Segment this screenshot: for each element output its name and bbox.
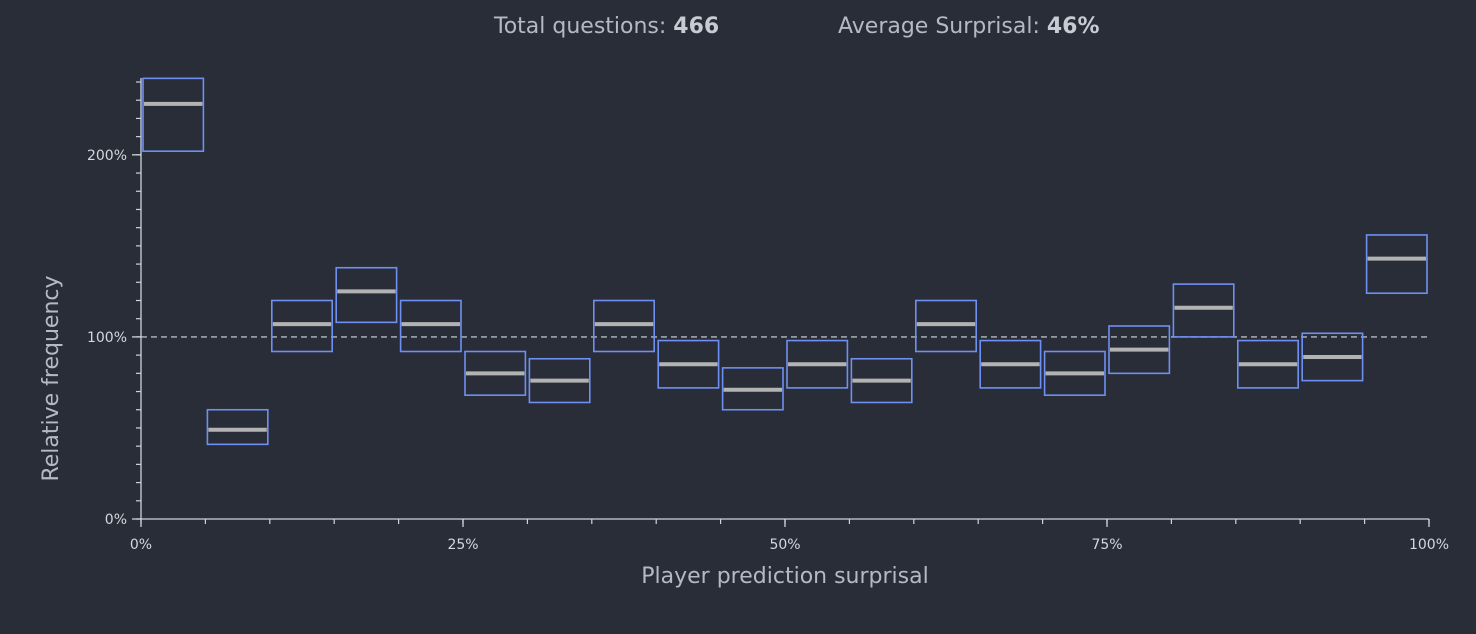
total-questions-stat: Total questions: 466 [494,14,719,39]
x-tick-label-1: 25% [447,537,478,553]
bin-box-9 [721,367,784,411]
bin-box-13 [979,339,1042,389]
y-axis-title: Relative frequency [39,275,64,481]
bin-box-12 [914,299,977,353]
bin-box-16 [1172,283,1235,338]
bin-box-15 [1108,325,1171,375]
y-tick-label-2: 200% [87,148,127,164]
axes-layer: 0% 25% 50% 75% 100% 0% 100% 200% [87,78,1449,553]
x-tick-label-2: 50% [769,537,800,553]
bin-box-4 [399,299,462,353]
bin-box-7 [592,299,655,353]
bin-box-17 [1237,339,1300,389]
bin-box-10 [786,339,849,389]
bin-box-1 [206,408,269,446]
x-tick-label-3: 75% [1091,537,1122,553]
x-tick-label-0: 0% [130,537,152,553]
total-questions-value: 466 [673,14,720,39]
x-axis-title: Player prediction surprisal [641,564,928,589]
y-tick-label-1: 100% [87,330,127,346]
bin-box-18 [1301,332,1364,382]
summary-stats: Total questions: 466 Average Surprisal: … [0,14,1476,44]
bin-box-6 [528,357,591,404]
bin-box-5 [464,350,527,396]
total-questions-label: Total questions: [494,14,674,39]
y-tick-label-0: 0% [105,512,127,528]
bin-box-11 [850,357,913,404]
average-surprisal-stat: Average Surprisal: 46% [838,14,1100,39]
box-layer [142,77,1428,446]
average-surprisal-label: Average Surprisal: [838,14,1047,39]
average-surprisal-value: 46% [1046,14,1100,39]
bin-box-3 [335,266,398,324]
x-tick-label-4: 100% [1409,537,1449,553]
bin-box-0 [142,77,205,152]
bin-box-14 [1043,350,1106,396]
bin-box-19 [1365,234,1428,295]
bin-box-2 [270,299,333,353]
bin-box-8 [657,339,720,389]
